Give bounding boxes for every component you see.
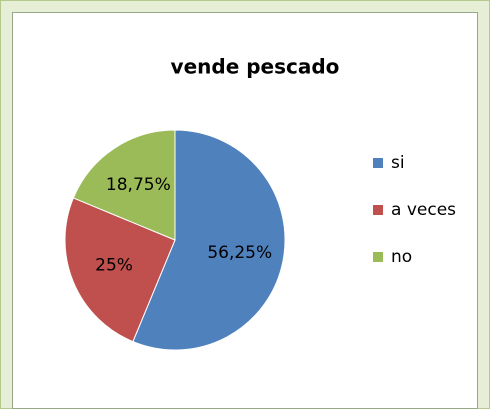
legend-label: si <box>391 153 405 173</box>
data-label: 18,75% <box>106 175 171 195</box>
data-label: 25% <box>95 255 133 275</box>
data-label: 56,25% <box>207 243 272 263</box>
legend-swatch <box>373 205 383 215</box>
pie-slice <box>72 129 176 241</box>
legend-swatch <box>373 158 383 168</box>
legend-label: no <box>391 247 412 267</box>
pie-slice <box>132 129 286 351</box>
legend-swatch <box>373 252 383 262</box>
legend-label: a veces <box>391 200 456 220</box>
chart-title: vende pescado <box>171 55 340 79</box>
pie-slice <box>64 197 176 343</box>
